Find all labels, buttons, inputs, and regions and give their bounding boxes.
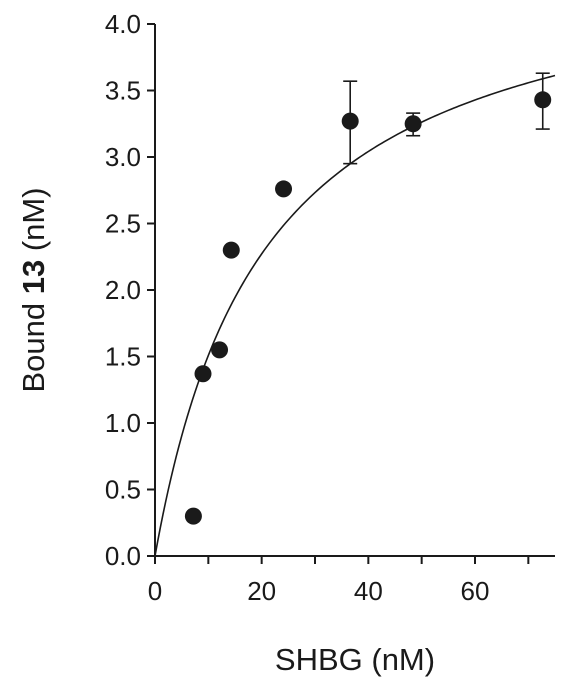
- y-axis-title-compound: 13: [16, 260, 51, 294]
- fit-curve: [154, 74, 556, 557]
- x-tick-label: 0: [148, 576, 162, 606]
- y-axis-title: Bound 13 (nM): [16, 187, 51, 392]
- y-tick-label: 2.5: [105, 209, 141, 239]
- x-tick-label: 20: [247, 576, 276, 606]
- x-tick-label: 40: [354, 576, 383, 606]
- y-axis-title-unit: (nM): [16, 187, 51, 259]
- y-tick-label: 3.5: [105, 76, 141, 106]
- data-point: [194, 365, 212, 383]
- y-axis: 0.0 0.5 1.0 1.5 2.0 2.5 3.0 3.5 4.0: [105, 9, 156, 571]
- data-point: [404, 115, 422, 133]
- y-tick-label: 1.0: [105, 408, 141, 438]
- y-tick-label: 2.0: [105, 275, 141, 305]
- x-axis: 0 20 40 60: [148, 555, 555, 606]
- data-point: [275, 180, 293, 198]
- y-tick-label: 0.0: [105, 541, 141, 571]
- data-points: [184, 91, 552, 525]
- y-axis-title-prefix: Bound: [16, 294, 51, 392]
- y-tick-label: 3.0: [105, 142, 141, 172]
- data-point: [534, 91, 552, 109]
- data-point: [184, 507, 202, 525]
- y-tick-label: 1.5: [105, 342, 141, 372]
- data-point: [211, 341, 229, 359]
- data-point: [341, 112, 359, 130]
- x-tick-label: 60: [461, 576, 490, 606]
- x-axis-title: SHBG (nM): [275, 642, 435, 677]
- fit-curve-group: [154, 74, 556, 557]
- y-tick-label: 0.5: [105, 475, 141, 505]
- data-point: [222, 241, 240, 259]
- error-bars: [343, 72, 550, 165]
- y-tick-label: 4.0: [105, 9, 141, 39]
